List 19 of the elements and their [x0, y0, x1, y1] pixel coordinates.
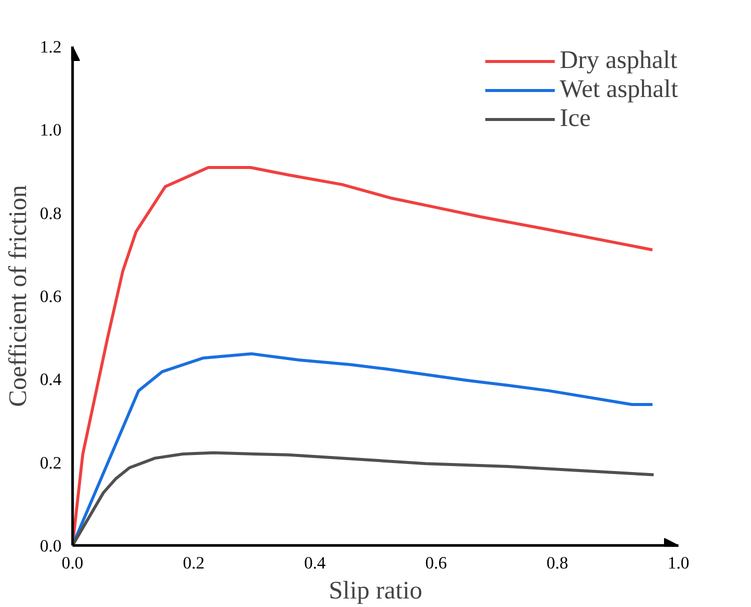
x-tick-label: 1.0	[668, 554, 690, 572]
y-tick-label: 0.4	[40, 370, 62, 390]
y-tick-label: 1.2	[40, 38, 62, 56]
y-axis-title: Coefficient of friction	[4, 184, 32, 407]
x-tick-label: 0.2	[182, 554, 205, 572]
y-tick-label: 0.6	[40, 287, 62, 306]
x-axis-title: Slip ratio	[328, 576, 422, 604]
x-tick-label: 0.6	[425, 554, 448, 572]
y-tick-label: 0.0	[40, 536, 62, 556]
line-series	[72, 451, 656, 546]
legend-label: Wet asphalt	[560, 75, 678, 104]
legend-label: Dry asphalt	[560, 46, 678, 75]
y-tick-label: 0.8	[40, 204, 62, 223]
legend-label: Ice	[560, 104, 591, 133]
x-tick-label: 0.4	[304, 554, 326, 572]
x-tick-label: 0.8	[546, 554, 568, 572]
y-tick-label: 1.0	[40, 120, 62, 140]
y-tick-label: 0.2	[40, 453, 62, 472]
x-tick-label: 0.0	[62, 554, 84, 572]
